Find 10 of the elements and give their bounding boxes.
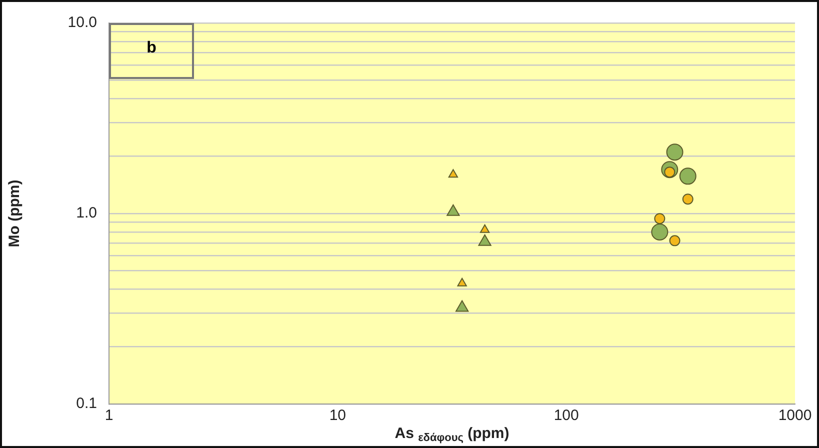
x-tick-label: 100 [554,407,579,424]
x-tick-label: 10 [329,407,346,424]
x-tick-label: 1000 [778,407,812,424]
y-tick-label: 0.1 [76,395,97,412]
y-tick-label: 1.0 [76,204,97,222]
y-tick-label: 10.0 [68,14,97,32]
y-axis-title: Mo (ppm) [6,180,24,248]
annotation: b [146,39,157,56]
x-tick-label: 1 [104,407,114,424]
x-axis-title: As εδάφους (ppm) [394,425,510,444]
